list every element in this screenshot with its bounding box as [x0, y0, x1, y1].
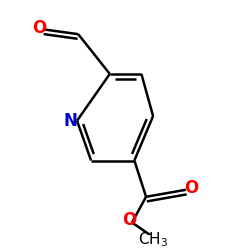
Text: O: O	[122, 211, 137, 229]
Text: O: O	[184, 179, 198, 197]
Text: N: N	[64, 112, 78, 130]
Text: O: O	[32, 18, 46, 36]
Text: CH$_3$: CH$_3$	[138, 231, 168, 250]
